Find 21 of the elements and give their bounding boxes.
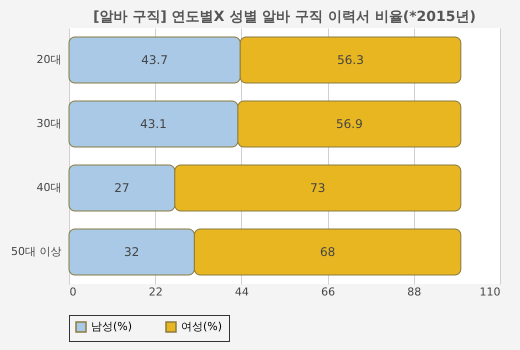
y-tick-label: 50대 이상 <box>11 245 62 258</box>
y-tick-label: 40대 <box>36 181 62 194</box>
x-tick-label: 22 <box>148 286 163 298</box>
data-label: 56.9 <box>336 117 363 131</box>
x-tick-label: 66 <box>321 286 336 298</box>
data-label: 43.1 <box>140 117 167 131</box>
x-tick-label: 44 <box>234 286 249 298</box>
data-label: 32 <box>124 245 140 259</box>
x-tick-label: 0 <box>70 286 76 298</box>
data-label: 43.7 <box>141 53 168 67</box>
data-label: 73 <box>310 181 326 195</box>
x-tick-label: 110 <box>480 286 500 298</box>
y-tick-label: 20대 <box>36 53 62 66</box>
x-tick-label: 88 <box>407 286 422 298</box>
data-label: 68 <box>320 245 336 259</box>
legend-label: 남성(%) <box>91 320 132 333</box>
data-label: 56.3 <box>337 53 364 67</box>
data-label: 27 <box>114 181 130 195</box>
legend-label: 여성(%) <box>181 320 222 333</box>
y-tick-label: 30대 <box>36 117 62 130</box>
chart-title: [알바 구직] 연도별X 성별 알바 구직 이력서 비율(*2015년) <box>93 9 476 25</box>
